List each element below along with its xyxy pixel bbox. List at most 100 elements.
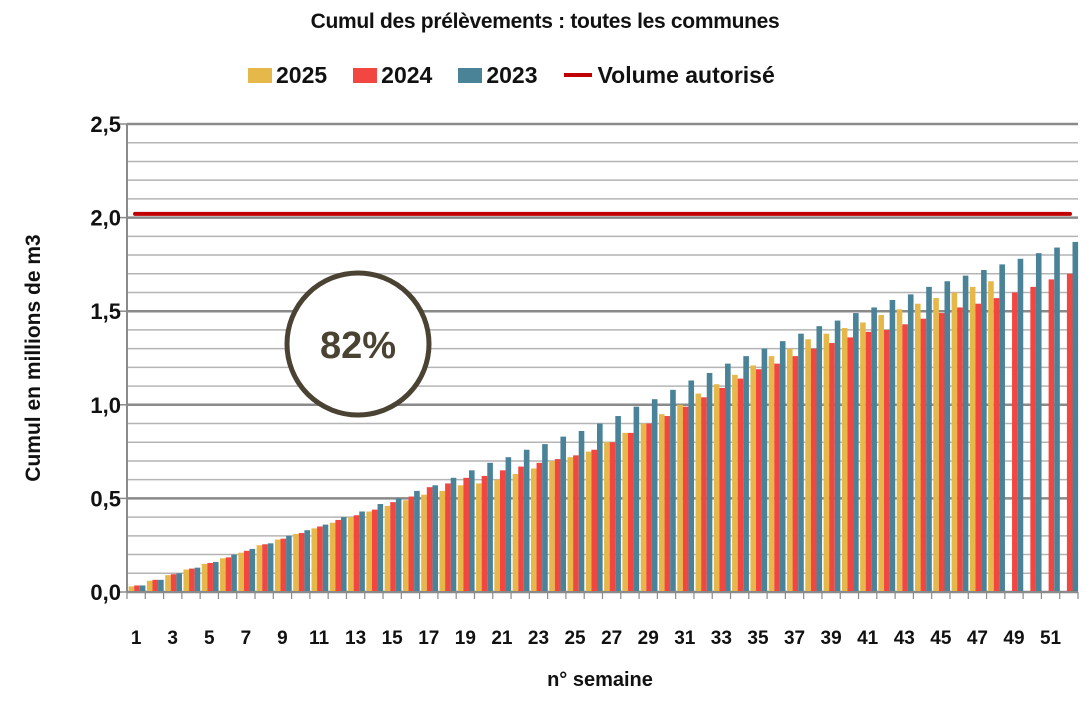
x-tick-label: 11 — [309, 628, 330, 649]
bar-2025-week-28 — [622, 432, 628, 592]
bar-2023-week-29 — [651, 399, 658, 592]
bar-2025-week-9 — [274, 539, 281, 592]
bar-2025-week-8 — [256, 545, 263, 592]
legend-item-volume: Volume autorisé — [563, 61, 775, 89]
bar-2025-week-1 — [128, 586, 135, 592]
bar-2023-week-31 — [688, 380, 695, 592]
bar-2025-week-41 — [860, 322, 866, 592]
bar-2023-week-28 — [633, 406, 640, 592]
legend-label-2025: 2025 — [276, 61, 328, 88]
x-tick-label: 19 — [455, 628, 476, 649]
bar-2023-week-15 — [395, 498, 402, 592]
bar-2025-week-4 — [183, 569, 190, 592]
bar-2025-week-27 — [604, 442, 610, 592]
bar-2024-week-18 — [445, 483, 451, 592]
bar-2023-week-24 — [560, 436, 567, 592]
bar-2023-week-7 — [249, 548, 256, 592]
bar-2024-week-49 — [1012, 292, 1018, 592]
bar-2025-week-15 — [384, 505, 391, 592]
bar-2023-week-39 — [834, 320, 841, 592]
bar-2024-week-32 — [701, 397, 707, 592]
bar-2024-week-15 — [390, 502, 396, 592]
bar-2023-week-36 — [779, 341, 786, 592]
x-tick-label: 9 — [277, 628, 288, 649]
x-tick-label: 5 — [204, 628, 215, 649]
bar-2024-week-41 — [865, 331, 872, 592]
bar-2024-week-51 — [1048, 279, 1055, 592]
bar-2023-week-48 — [999, 264, 1005, 592]
x-tick-label: 25 — [564, 628, 586, 649]
bar-2024-week-20 — [481, 475, 488, 592]
bar-2025-week-42 — [878, 314, 885, 592]
x-tick-label: 51 — [1040, 628, 1062, 649]
bar-2025-week-11 — [311, 528, 318, 592]
bar-2024-week-11 — [317, 526, 323, 592]
bar-2025-week-35 — [750, 365, 757, 592]
bar-2025-week-34 — [732, 374, 738, 592]
bar-2025-week-21 — [494, 479, 500, 592]
bar-2024-week-22 — [518, 466, 524, 592]
bar-2024-week-37 — [792, 356, 799, 592]
bar-2023-week-46 — [962, 275, 969, 592]
bar-2023-week-21 — [505, 457, 512, 592]
bar-2025-week-36 — [768, 356, 775, 592]
bar-2025-week-44 — [915, 303, 921, 592]
bar-2025-week-40 — [841, 328, 848, 592]
legend-swatch-2024 — [353, 67, 378, 83]
bar-2025-week-2 — [146, 580, 153, 592]
bar-2024-week-30 — [664, 416, 671, 592]
x-tick-label: 39 — [821, 628, 842, 649]
x-axis-label: n° semaine — [547, 669, 653, 691]
bar-2023-week-17 — [432, 485, 439, 592]
y-tick-label: 1,5 — [90, 299, 121, 324]
bar-2024-week-7 — [243, 550, 250, 592]
legend-item-2023: 2023 — [458, 62, 538, 89]
x-tick-label: 23 — [528, 628, 549, 649]
y-tick-label: 2,0 — [90, 206, 121, 231]
bar-2023-week-51 — [1054, 247, 1060, 592]
bar-2024-week-44 — [920, 318, 927, 592]
bar-2025-week-20 — [476, 483, 482, 592]
bar-2023-week-34 — [743, 356, 749, 592]
x-tick-label: 17 — [418, 628, 439, 649]
bar-2025-week-31 — [677, 404, 683, 592]
bar-2025-week-38 — [805, 339, 811, 592]
bar-2025-week-24 — [549, 460, 555, 592]
legend-line-volume — [563, 73, 592, 77]
bar-2023-week-5 — [212, 562, 219, 592]
bar-2023-week-6 — [231, 554, 237, 592]
bar-2023-week-35 — [761, 348, 768, 592]
bar-2024-week-26 — [591, 449, 598, 592]
bar-2024-week-17 — [426, 487, 433, 592]
bar-2024-week-13 — [353, 515, 360, 592]
bar-2024-week-5 — [207, 562, 213, 592]
bar-2023-week-8 — [267, 543, 274, 592]
bar-2025-week-5 — [201, 563, 208, 592]
bar-2024-week-25 — [573, 455, 579, 592]
bar-2024-week-27 — [609, 442, 616, 592]
x-tick-label: 47 — [967, 628, 988, 649]
bar-2023-week-37 — [798, 333, 804, 592]
bar-2023-week-2 — [158, 579, 164, 592]
bar-2025-week-16 — [402, 500, 409, 592]
bar-2023-week-22 — [523, 449, 530, 592]
bar-2025-week-23 — [530, 468, 537, 592]
bar-2024-week-39 — [829, 343, 835, 592]
x-tick-label: 3 — [167, 628, 178, 649]
legend-label-volume: Volume autorisé — [597, 61, 775, 88]
bar-2024-week-1 — [134, 585, 140, 592]
bar-2024-week-33 — [719, 387, 726, 592]
bar-2023-week-43 — [907, 294, 914, 592]
bar-2024-week-40 — [847, 337, 854, 592]
bar-2023-week-4 — [194, 567, 201, 592]
bar-2025-week-47 — [969, 286, 976, 592]
bar-2023-week-44 — [926, 286, 932, 592]
x-tick-label: 31 — [674, 628, 696, 649]
bar-2025-week-7 — [238, 552, 244, 592]
bar-2025-week-25 — [567, 457, 574, 592]
legend-swatch-2023 — [458, 67, 483, 83]
bar-2023-week-3 — [176, 573, 182, 592]
bar-2024-week-14 — [371, 509, 378, 592]
bar-2025-week-14 — [366, 511, 372, 592]
